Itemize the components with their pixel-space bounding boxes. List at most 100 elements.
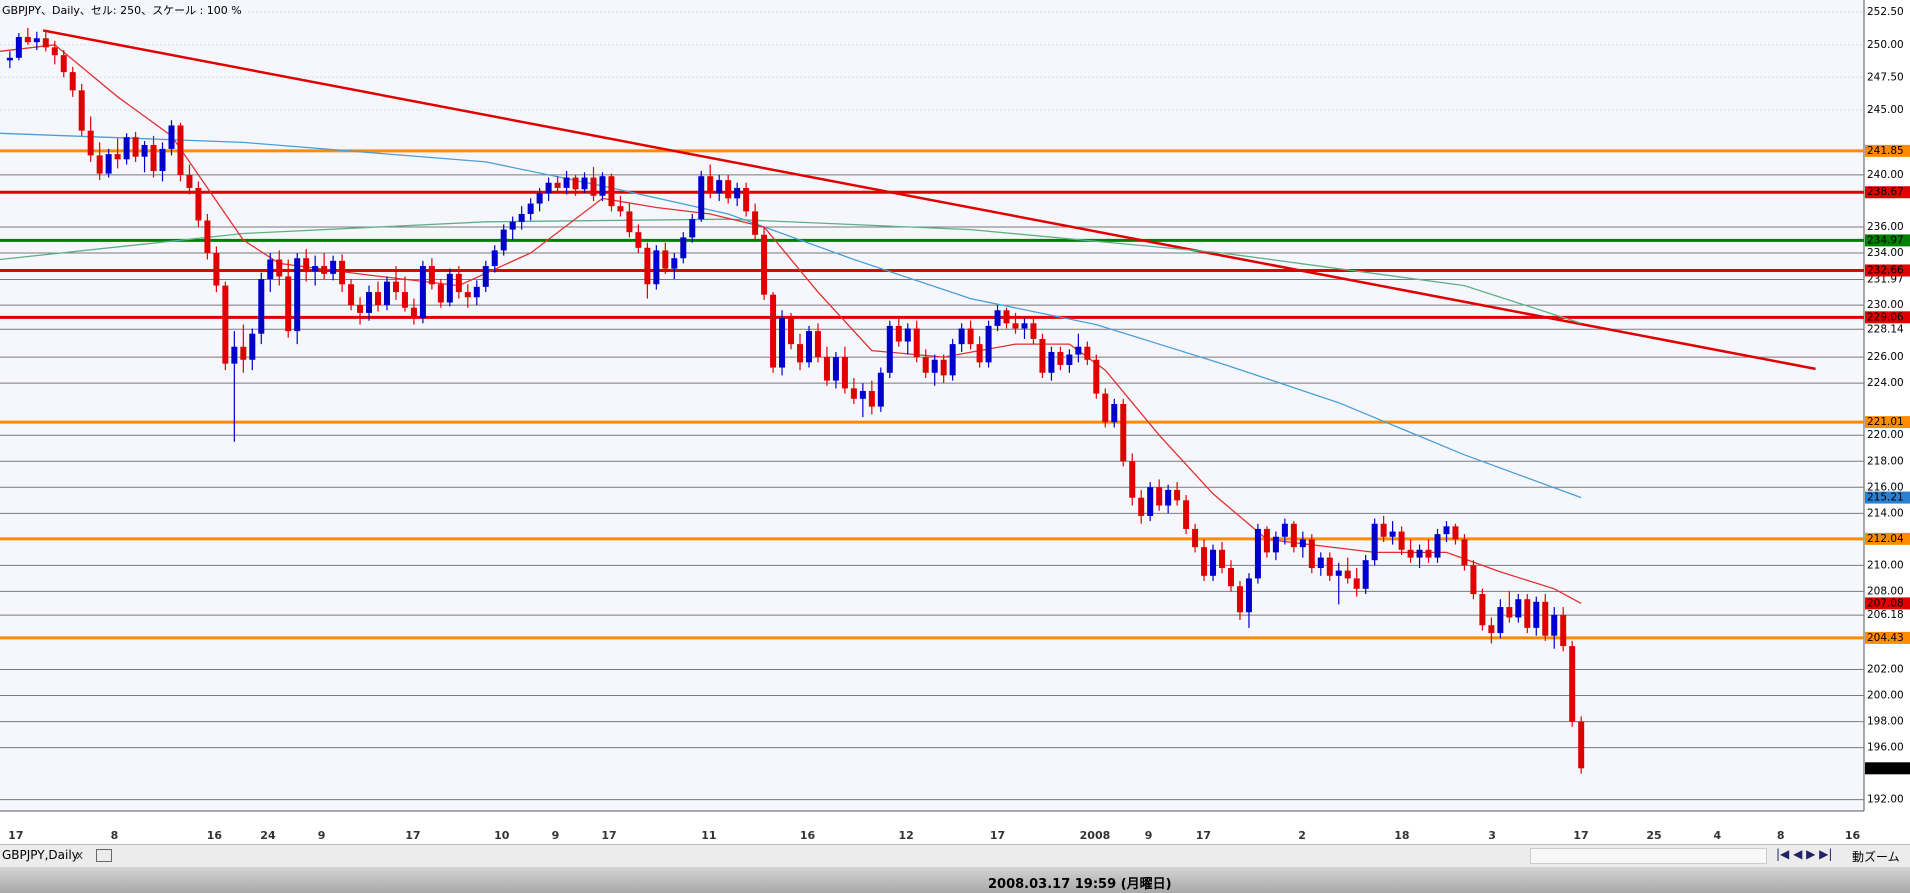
candle-body <box>1569 646 1576 722</box>
candle-body <box>159 148 166 172</box>
level-label-box <box>1865 144 1910 157</box>
x-tick-label: 10 <box>494 829 510 842</box>
candle-body <box>168 125 175 149</box>
candle-body <box>1506 607 1513 618</box>
candle-body <box>204 220 211 254</box>
level-label-box <box>1865 311 1910 324</box>
candle-body <box>1066 354 1073 365</box>
x-tick-label: 4 <box>1714 829 1722 842</box>
candle-body <box>635 232 642 248</box>
x-tick-label: 16 <box>800 829 816 842</box>
candle-body <box>1210 549 1217 576</box>
x-tick-label: 8 <box>1777 829 1785 842</box>
candle-body <box>895 325 902 342</box>
candle-body <box>761 234 768 295</box>
candle-body <box>330 260 337 274</box>
candle-body <box>814 331 821 358</box>
y-tick-label: 198.00 <box>1867 716 1904 728</box>
ma-label-box <box>1865 491 1910 504</box>
candle-body <box>1326 557 1333 576</box>
candle-body <box>78 90 85 131</box>
candle-body <box>1443 526 1450 535</box>
y-tick-label: 202.00 <box>1867 664 1904 676</box>
candle-body <box>69 72 76 91</box>
x-tick-label: 3 <box>1488 829 1496 842</box>
candle-body <box>841 357 848 389</box>
candle-body <box>1138 497 1145 516</box>
ma-label: 215.21 <box>1867 492 1904 504</box>
candle-body <box>1227 567 1234 587</box>
x-tick-label: 11 <box>701 829 716 842</box>
candle-body <box>940 359 947 376</box>
tab-close[interactable]: x <box>76 848 84 862</box>
candle-body <box>24 36 31 43</box>
candle-body <box>859 390 866 399</box>
candle-body <box>267 259 274 280</box>
y-tick-label: 250.00 <box>1867 39 1904 51</box>
candle-body <box>123 137 130 160</box>
candle-body <box>410 307 417 319</box>
zoom-button[interactable]: 動ズーム <box>1852 850 1900 864</box>
candle-body <box>788 318 795 345</box>
candle-body <box>1479 594 1486 626</box>
candle-body <box>1371 523 1378 561</box>
candle-body <box>1174 489 1181 501</box>
candle-body <box>671 258 678 269</box>
candle-body <box>1497 607 1504 634</box>
x-tick-label: 9 <box>552 829 560 842</box>
y-tick-label: 236.00 <box>1867 221 1904 233</box>
candle-body <box>1129 461 1136 498</box>
candle-body <box>779 318 786 368</box>
candle-body <box>366 292 373 313</box>
candle-body <box>312 266 319 272</box>
scroll-bar[interactable] <box>1530 848 1767 864</box>
candle-body <box>1093 359 1100 394</box>
nav-buttons[interactable]: |◀ ◀ ▶ ▶| <box>1776 847 1833 861</box>
candle-body <box>563 177 570 188</box>
x-tick-label: 25 <box>1646 829 1661 842</box>
candle-body <box>1407 549 1414 558</box>
moving-average <box>0 132 1582 499</box>
candle-body <box>554 182 561 188</box>
candle-body <box>1452 526 1459 540</box>
candle-body <box>976 344 983 363</box>
x-tick-label: 16 <box>207 829 223 842</box>
level-label: 212.04 <box>1867 533 1904 545</box>
candle-body <box>725 180 732 199</box>
candle-body <box>581 177 588 190</box>
candle-body <box>1102 393 1109 423</box>
y-tick-label: 208.00 <box>1867 585 1904 597</box>
candle-body <box>1578 721 1585 769</box>
x-tick-label: 16 <box>1845 829 1861 842</box>
candle-body <box>455 273 462 293</box>
candle-body <box>1434 534 1441 558</box>
candle-body <box>958 328 965 345</box>
candle-body <box>1389 531 1396 537</box>
candle-body <box>617 206 624 212</box>
candle-body <box>6 57 13 61</box>
last-price-box <box>1865 762 1910 775</box>
candle-body <box>1120 404 1127 462</box>
level-label-box <box>1865 532 1910 545</box>
candle-body <box>419 266 426 319</box>
candle-body <box>886 325 893 373</box>
candle-body <box>1219 549 1226 568</box>
candle-body <box>653 250 660 285</box>
x-tick-label: 17 <box>405 829 420 842</box>
candle-body <box>644 247 651 285</box>
level-label: 234.97 <box>1867 234 1904 246</box>
candle-body <box>805 331 812 363</box>
candle-body <box>357 305 364 313</box>
candle-body <box>1416 549 1423 558</box>
y-tick-label: 218.00 <box>1867 455 1904 467</box>
tab-icon[interactable] <box>96 849 112 862</box>
candle-body <box>87 130 94 156</box>
candle-body <box>1461 539 1468 566</box>
tab-label[interactable]: GBPJPY,Daily <box>2 848 79 862</box>
level-label-box <box>1865 631 1910 644</box>
candle-body <box>491 250 498 267</box>
candle-body <box>1380 523 1387 537</box>
x-tick-label: 2008 <box>1080 829 1111 842</box>
candle-body <box>931 359 938 373</box>
